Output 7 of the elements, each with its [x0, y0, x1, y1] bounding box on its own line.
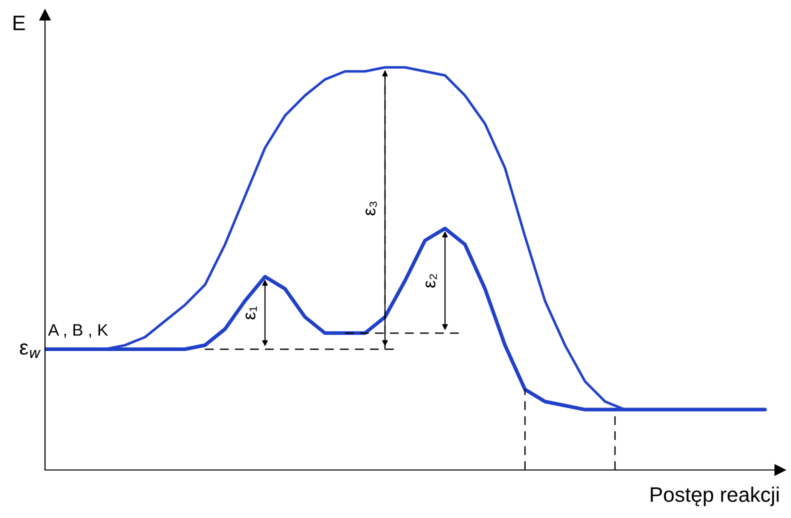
annotation: ε₁	[246, 306, 257, 320]
annotation: A , B , K	[48, 324, 108, 338]
annotation: ε₃	[366, 202, 377, 216]
annotation: ε₂	[426, 274, 437, 288]
text: ε$_{w}$	[20, 343, 41, 358]
x-axis-title: Postęp reakcji	[650, 486, 779, 506]
y-axis-title: E	[14, 16, 25, 30]
